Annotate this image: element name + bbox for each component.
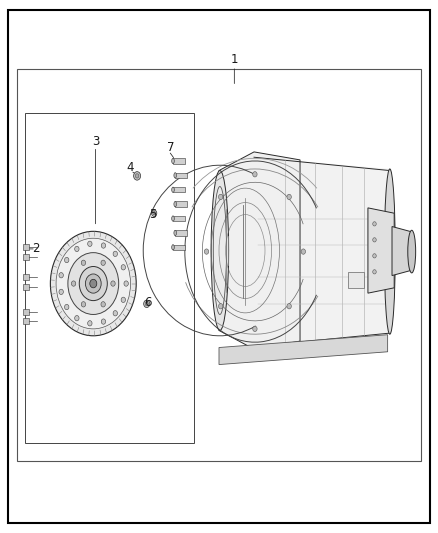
Circle shape bbox=[135, 174, 139, 178]
Polygon shape bbox=[368, 208, 394, 293]
Polygon shape bbox=[23, 309, 29, 315]
Text: 4: 4 bbox=[127, 161, 134, 174]
Circle shape bbox=[219, 304, 223, 309]
Bar bbox=[173, 187, 185, 192]
Circle shape bbox=[88, 241, 92, 246]
Circle shape bbox=[113, 311, 117, 316]
Circle shape bbox=[81, 302, 85, 307]
Polygon shape bbox=[392, 227, 412, 276]
Polygon shape bbox=[219, 335, 388, 365]
Bar bbox=[173, 158, 185, 164]
Text: 6: 6 bbox=[144, 296, 152, 309]
Circle shape bbox=[373, 270, 376, 274]
Circle shape bbox=[56, 238, 131, 329]
Polygon shape bbox=[23, 244, 29, 251]
Polygon shape bbox=[23, 274, 29, 280]
Circle shape bbox=[204, 249, 208, 254]
Polygon shape bbox=[23, 284, 29, 290]
Text: 2: 2 bbox=[32, 243, 40, 255]
Circle shape bbox=[253, 326, 257, 332]
Circle shape bbox=[287, 304, 291, 309]
Circle shape bbox=[121, 297, 126, 303]
Circle shape bbox=[153, 212, 155, 215]
Text: 5: 5 bbox=[149, 208, 156, 221]
Circle shape bbox=[74, 316, 79, 321]
Circle shape bbox=[64, 257, 69, 263]
Circle shape bbox=[287, 194, 291, 199]
Ellipse shape bbox=[172, 187, 174, 192]
Circle shape bbox=[75, 246, 79, 252]
Ellipse shape bbox=[172, 216, 174, 221]
Circle shape bbox=[134, 172, 141, 180]
Circle shape bbox=[145, 302, 148, 306]
Circle shape bbox=[113, 251, 117, 256]
Circle shape bbox=[79, 266, 107, 301]
Circle shape bbox=[81, 260, 86, 265]
Text: 7: 7 bbox=[167, 141, 175, 154]
Ellipse shape bbox=[174, 230, 177, 236]
Bar bbox=[175, 230, 187, 236]
Ellipse shape bbox=[172, 245, 174, 250]
Bar bbox=[173, 216, 185, 221]
Circle shape bbox=[373, 222, 376, 226]
Circle shape bbox=[59, 272, 64, 278]
Circle shape bbox=[101, 260, 105, 265]
Circle shape bbox=[124, 281, 128, 286]
Ellipse shape bbox=[211, 171, 229, 330]
Ellipse shape bbox=[384, 169, 395, 334]
Circle shape bbox=[64, 304, 69, 310]
Circle shape bbox=[152, 210, 157, 216]
Circle shape bbox=[88, 321, 92, 326]
Circle shape bbox=[68, 253, 119, 314]
Ellipse shape bbox=[174, 201, 177, 207]
Circle shape bbox=[373, 238, 376, 242]
Polygon shape bbox=[254, 157, 390, 346]
Circle shape bbox=[101, 243, 106, 248]
Circle shape bbox=[59, 289, 64, 295]
Text: 1: 1 bbox=[230, 53, 238, 66]
Circle shape bbox=[253, 172, 257, 177]
Bar bbox=[17, 69, 421, 461]
Ellipse shape bbox=[213, 187, 226, 314]
Ellipse shape bbox=[172, 158, 174, 164]
Bar bbox=[25, 113, 194, 443]
Circle shape bbox=[101, 302, 105, 307]
Circle shape bbox=[111, 281, 115, 286]
Polygon shape bbox=[23, 254, 29, 260]
Polygon shape bbox=[23, 318, 29, 325]
Circle shape bbox=[301, 249, 305, 254]
Circle shape bbox=[101, 319, 106, 324]
Circle shape bbox=[121, 264, 126, 270]
Ellipse shape bbox=[408, 230, 416, 273]
Text: 3: 3 bbox=[92, 135, 99, 148]
Circle shape bbox=[219, 194, 223, 199]
Circle shape bbox=[144, 300, 150, 308]
Circle shape bbox=[50, 231, 136, 336]
Circle shape bbox=[85, 274, 101, 293]
Bar bbox=[348, 272, 364, 288]
Bar bbox=[173, 245, 185, 250]
Ellipse shape bbox=[174, 173, 177, 178]
Bar bbox=[175, 173, 187, 178]
Circle shape bbox=[373, 254, 376, 258]
Bar bbox=[175, 201, 187, 207]
Circle shape bbox=[90, 279, 97, 288]
Circle shape bbox=[71, 281, 76, 286]
Polygon shape bbox=[219, 152, 300, 349]
